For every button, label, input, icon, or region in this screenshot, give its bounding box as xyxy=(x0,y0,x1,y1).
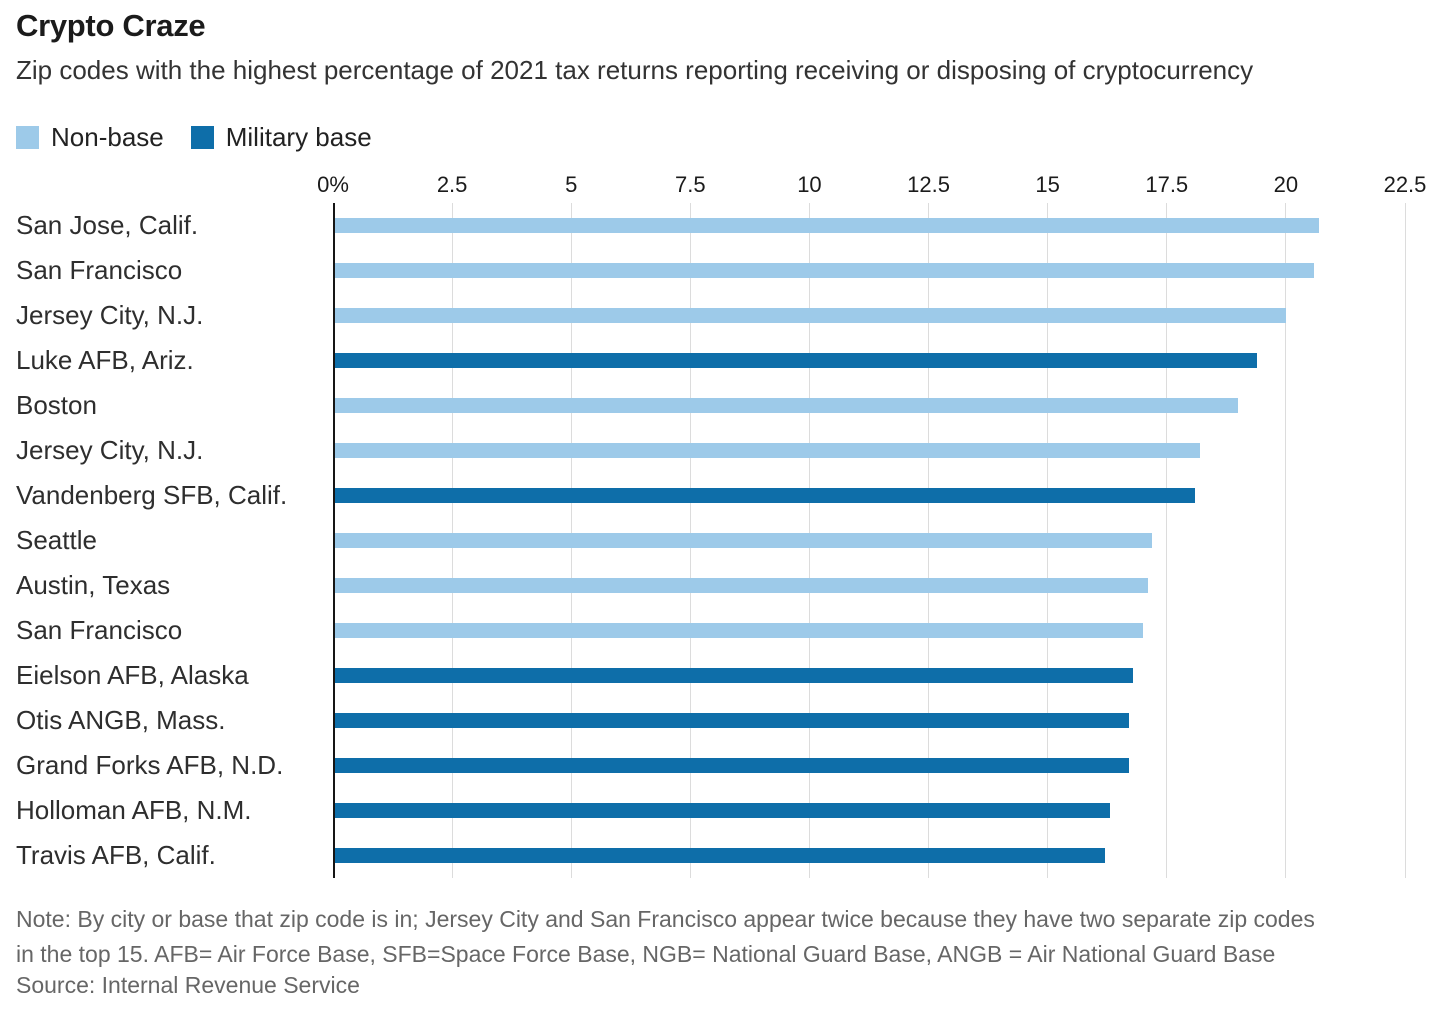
x-tick-17-5: 17.5 xyxy=(1145,172,1189,197)
bar-non_base xyxy=(333,578,1148,593)
bar-military xyxy=(333,803,1110,818)
gridline xyxy=(1404,203,1406,878)
x-tick-12-5: 12.5 xyxy=(907,172,950,197)
bar-non_base xyxy=(333,623,1143,638)
chart-row xyxy=(333,518,1405,563)
category-label: Boston xyxy=(16,390,97,420)
legend: Non-base Military base xyxy=(16,122,372,153)
x-tick-10: 10 xyxy=(797,172,822,197)
x-axis-ticks: 0% 2.5 5 7.5 10 12.5 15 17.5 20 22.5 xyxy=(317,172,1426,198)
bar-non_base xyxy=(333,308,1286,323)
chart-row xyxy=(333,428,1405,473)
x-tick-15: 15 xyxy=(1035,172,1060,197)
footnote: Note: By city or base that zip code is i… xyxy=(16,902,1440,972)
x-tick-20: 20 xyxy=(1273,172,1299,197)
category-label: Vandenberg SFB, Calif. xyxy=(16,480,288,510)
category-label: Grand Forks AFB, N.D. xyxy=(16,750,284,780)
chart-row xyxy=(333,833,1405,878)
chart-row xyxy=(333,473,1405,518)
category-label: Holloman AFB, N.M. xyxy=(16,795,252,825)
bar-military xyxy=(333,713,1129,728)
chart-row xyxy=(333,383,1405,428)
category-label: Seattle xyxy=(16,525,97,555)
bar-military xyxy=(333,488,1196,503)
footnote-line-1: Note: By city or base that zip code is i… xyxy=(16,906,1315,932)
x-tick-22-5: 22.5 xyxy=(1383,172,1427,197)
category-label: Austin, Texas xyxy=(16,570,171,600)
chart-row xyxy=(333,293,1405,338)
chart-subtitle: Zip codes with the highest percentage of… xyxy=(16,55,1254,85)
category-label: Eielson AFB, Alaska xyxy=(16,660,249,690)
category-label: San Francisco xyxy=(16,615,183,645)
category-label: Jersey City, N.J. xyxy=(16,300,204,330)
bar-military xyxy=(333,848,1105,863)
plot-area xyxy=(333,203,1406,878)
chart-row xyxy=(333,338,1405,383)
bar-non_base xyxy=(333,263,1315,278)
bar-non_base xyxy=(333,443,1201,458)
chart-row xyxy=(333,653,1405,698)
category-label: Otis ANGB, Mass. xyxy=(16,705,226,735)
category-label: Jersey City, N.J. xyxy=(16,435,204,465)
bar-non_base xyxy=(333,533,1153,548)
chart-row xyxy=(333,563,1405,608)
category-label: San Jose, Calif. xyxy=(16,210,199,240)
chart-row xyxy=(333,248,1405,293)
chart-row xyxy=(333,203,1405,248)
footnote-line-2: in the top 15. AFB= Air Force Base, SFB=… xyxy=(16,941,1276,967)
legend-swatch-non-base xyxy=(16,126,39,149)
source-line: Source: Internal Revenue Service xyxy=(16,972,360,998)
bar-military xyxy=(333,668,1134,683)
legend-label-non-base: Non-base xyxy=(51,122,164,152)
legend-label-military-base: Military base xyxy=(225,122,372,152)
x-tick-5: 5 xyxy=(565,172,578,197)
x-tick-2-5: 2.5 xyxy=(436,172,468,197)
bar-military xyxy=(333,353,1258,368)
bar-non_base xyxy=(333,398,1239,413)
x-tick-0pct: 0% xyxy=(317,172,349,197)
gridline xyxy=(1166,203,1168,878)
y-axis-category-labels: San Jose, Calif. San Francisco Jersey City… xyxy=(16,203,333,878)
y-axis-line xyxy=(333,203,335,878)
chart-row xyxy=(333,788,1405,833)
chart-row xyxy=(333,608,1405,653)
chart-row xyxy=(333,698,1405,743)
gridline xyxy=(1285,203,1287,878)
bar-military xyxy=(333,758,1129,773)
chart-title: Crypto Craze xyxy=(16,8,206,43)
x-tick-7-5: 7.5 xyxy=(675,172,706,197)
category-label: Luke AFB, Ariz. xyxy=(16,345,194,375)
bar-non_base xyxy=(333,218,1320,233)
legend-swatch-military-base xyxy=(190,126,214,149)
category-label: Travis AFB, Calif. xyxy=(16,840,216,870)
chart-row xyxy=(333,743,1405,788)
category-label: San Francisco xyxy=(16,255,183,285)
